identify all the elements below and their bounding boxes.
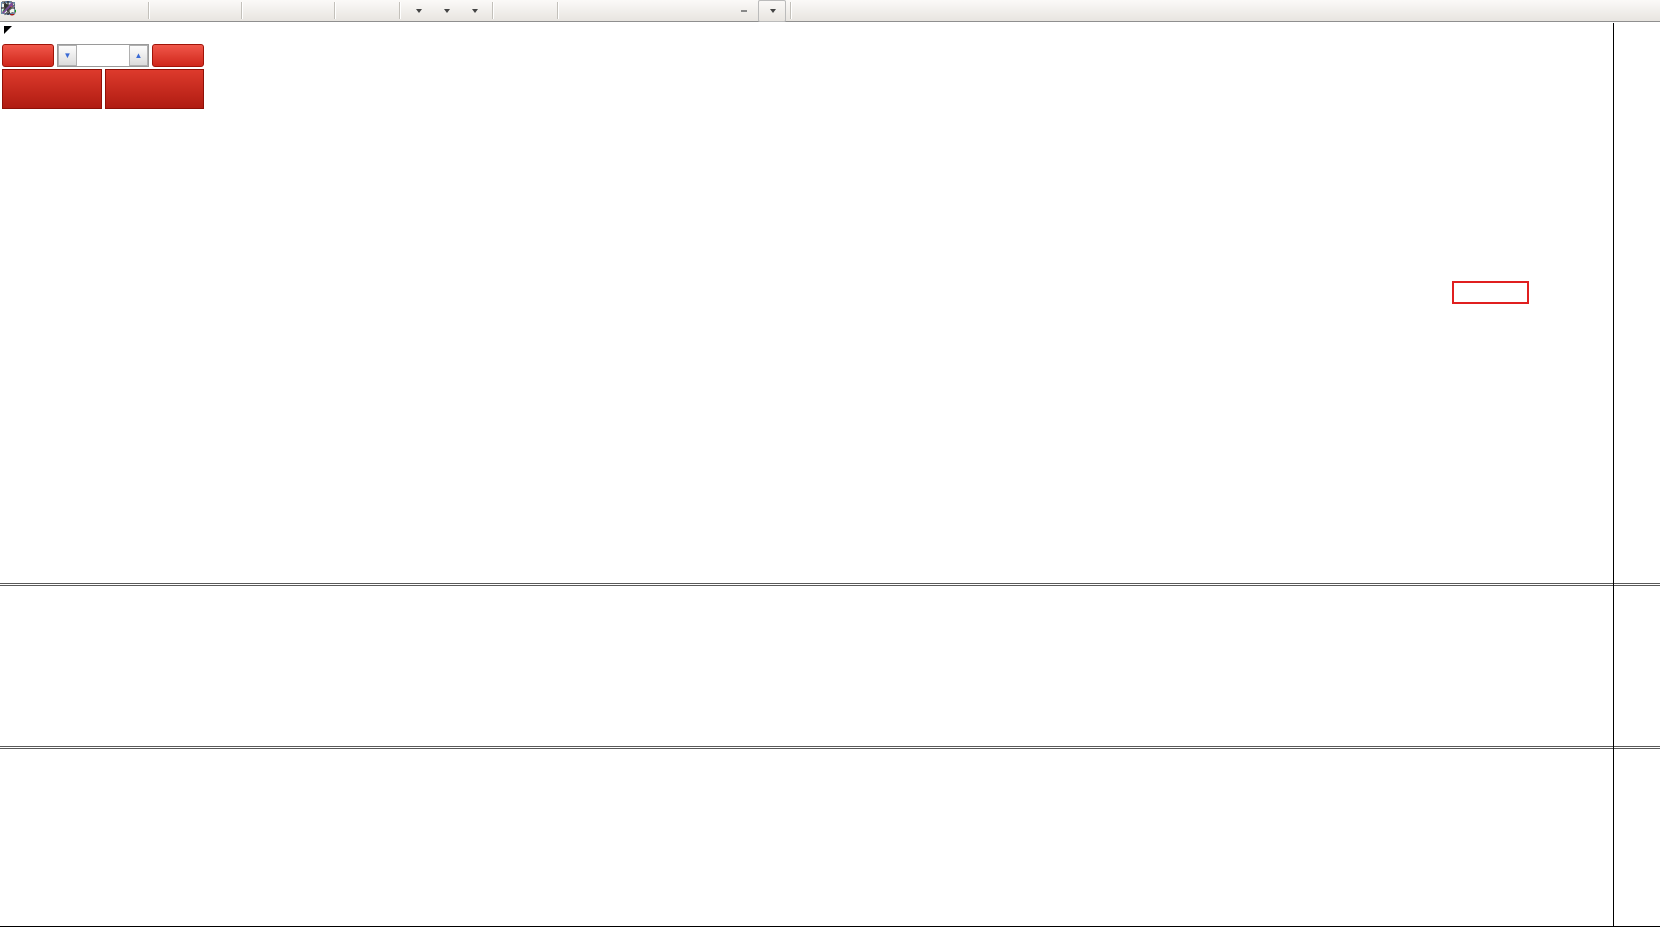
rsi-pane[interactable] xyxy=(0,749,1613,926)
text-button[interactable] xyxy=(702,0,730,22)
volume-box: ▼ ▲ xyxy=(57,44,149,67)
trendline-button[interactable] xyxy=(2,0,646,22)
buy-button[interactable] xyxy=(152,44,204,67)
buy-price-tile[interactable] xyxy=(104,69,204,109)
volume-value[interactable] xyxy=(77,45,129,66)
dropdown-caret xyxy=(770,8,776,13)
fibonacci-button[interactable] xyxy=(2,0,702,22)
toolbar-separator xyxy=(334,2,335,19)
price-chart-canvas[interactable] xyxy=(0,23,1613,583)
time-axis[interactable] xyxy=(0,926,1660,948)
main-chart-pane[interactable]: ▼ ▲ xyxy=(0,23,1613,583)
toolbar-separator xyxy=(557,2,558,19)
dropdown-caret xyxy=(444,8,450,13)
rsi-canvas[interactable] xyxy=(0,749,1613,926)
price-axis-border xyxy=(1613,23,1614,926)
tile-windows-button[interactable] xyxy=(2,0,330,22)
pane-divider[interactable] xyxy=(0,583,1660,586)
arrows-icon xyxy=(2,2,14,14)
volume-up-button[interactable]: ▲ xyxy=(129,45,148,66)
data-window-button[interactable] xyxy=(1,0,88,22)
periods-button[interactable] xyxy=(1,0,460,22)
sell-price-tile[interactable] xyxy=(2,69,102,109)
macd-canvas[interactable] xyxy=(0,586,1613,746)
price-callout-box[interactable] xyxy=(1452,281,1529,304)
arrows-button[interactable] xyxy=(2,0,786,22)
zoom-in-button[interactable] xyxy=(2,0,274,22)
volume-down-button[interactable]: ▼ xyxy=(58,45,77,66)
crosshair-button[interactable] xyxy=(1,0,553,22)
sell-button[interactable] xyxy=(2,44,54,67)
dropdown-caret xyxy=(416,8,422,13)
toolbar-separator xyxy=(241,2,242,19)
dropdown-caret xyxy=(472,8,478,13)
toolbar-separator xyxy=(399,2,400,19)
cursor-button[interactable] xyxy=(4,0,525,22)
templates-button[interactable] xyxy=(1,0,488,22)
toolbar-separator xyxy=(492,2,493,19)
chart-shift-button[interactable] xyxy=(2,0,395,22)
vertical-line-button[interactable] xyxy=(7,0,590,22)
main-toolbar xyxy=(0,0,1660,22)
text-label-button[interactable] xyxy=(730,0,758,22)
chart-cursor-icon xyxy=(4,26,12,34)
line-chart-button[interactable] xyxy=(1,0,237,22)
text-label-icon xyxy=(741,9,747,12)
macd-pane[interactable] xyxy=(0,586,1613,746)
zoom-out-button[interactable] xyxy=(2,0,302,22)
indicators-button[interactable] xyxy=(2,0,432,22)
bar-chart-button[interactable] xyxy=(1,0,181,22)
toolbar-separator xyxy=(148,2,149,19)
signals-button[interactable] xyxy=(2,0,116,22)
autotrade-button[interactable] xyxy=(1,0,144,22)
candle-chart-button[interactable] xyxy=(3,0,209,22)
horizontal-line-button[interactable] xyxy=(2,0,618,22)
market-watch-button[interactable] xyxy=(2,0,60,22)
channel-button[interactable] xyxy=(1,0,674,22)
chart-title xyxy=(4,26,17,34)
auto-scroll-button[interactable] xyxy=(2,0,367,22)
one-click-trading-panel: ▼ ▲ xyxy=(2,44,204,109)
pane-divider[interactable] xyxy=(0,746,1660,749)
toolbar-separator xyxy=(790,2,791,19)
